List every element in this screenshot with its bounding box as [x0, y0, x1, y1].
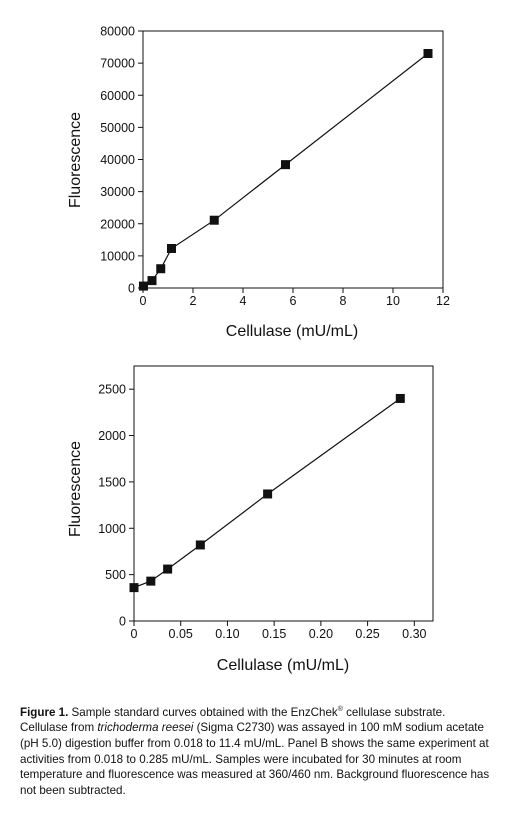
chart-b-data-point [263, 489, 273, 499]
chart-a-ytick-label: 40000 [100, 153, 135, 167]
chart-a-ylabel: Fluorescence [67, 112, 84, 208]
chart-b-xtick-label: 0.25 [355, 627, 379, 641]
chart-panel-b: 0 0.05 0.10 0.15 0.20 0.25 0.30 0 500 1000 1500 200… [67, 365, 434, 674]
chart-panel-a: 0 2 4 6 8 10 12 0 10000 20000 30000 40000 50000 60000… [67, 25, 450, 341]
species-name: trichoderma reesei [97, 721, 194, 735]
chart-b-xtick-label: 0.30 [402, 627, 426, 641]
chart-b-xtick-label: 0.10 [215, 627, 239, 641]
chart-a-data-point [147, 276, 157, 286]
chart-a-xtick-label: 2 [190, 294, 197, 308]
chart-a-data-point [423, 48, 433, 58]
chart-a-xlabel: Cellulase (mU/mL) [226, 323, 358, 340]
chart-a-ytick-label: 50000 [100, 121, 135, 135]
chart-a-ytick-label: 80000 [100, 25, 135, 39]
chart-a-ytick-label: 60000 [100, 89, 135, 103]
registered-mark: ® [337, 706, 343, 713]
chart-a-ytick-label: 0 [128, 282, 135, 296]
chart-a-data-point [281, 160, 290, 170]
chart-b-xtick-label: 0.20 [309, 627, 333, 641]
chart-b-ytick-label: 0 [119, 615, 126, 629]
caption-text-3: (Sigma C2730) was assayed in 100 mM sodi… [20, 721, 490, 797]
chart-b-ytick-label: 2000 [98, 429, 126, 443]
chart-a-xtick-label: 4 [240, 294, 247, 308]
chart-b-xtick-label: 0.15 [262, 627, 286, 641]
chart-a-ytick-label: 10000 [100, 249, 135, 263]
chart-a-xtick-label: 0 [140, 294, 147, 308]
chart-a-data-point [209, 215, 219, 225]
chart-b-data-point [163, 564, 173, 574]
chart-a-data-point [167, 243, 176, 253]
chart-b-data-point [146, 576, 156, 586]
chart-b-plot: 0 0.05 0.10 0.15 0.20 0.25 0.30 0 500 1000 1500 200… [98, 365, 434, 641]
chart-a-plot: 0 2 4 6 8 10 12 0 10000 20000 30000 40000 50000 60000… [100, 25, 450, 309]
chart-a-data-point [156, 264, 166, 274]
chart-b-ylabel: Fluorescence [67, 441, 84, 537]
chart-b-xtick-label: 0.05 [169, 627, 193, 641]
chart-a-xtick-label: 8 [340, 294, 347, 308]
chart-b-ytick-label: 1000 [98, 522, 126, 536]
chart-a-series-line [143, 53, 429, 287]
chart-a-xtick-label: 6 [290, 294, 297, 308]
chart-a-ytick-label: 20000 [100, 217, 135, 231]
figure-caption: Figure 1. Sample standard curves obtaine… [20, 702, 492, 798]
chart-b-plot-frame [133, 365, 434, 622]
chart-a-xtick-label: 12 [436, 294, 450, 308]
chart-b-ytick-label: 500 [105, 568, 126, 582]
chart-a-ytick-label: 70000 [100, 57, 135, 71]
chart-b-ytick-label: 1500 [98, 475, 126, 489]
chart-b-data-point [395, 393, 405, 403]
chart-a-ytick-label: 30000 [100, 185, 135, 199]
chart-b-data-point [195, 540, 205, 550]
caption-text-1: Sample standard curves obtained with the… [68, 705, 338, 719]
caption-text-2: cellulase substrate. Cellulase from [20, 705, 446, 735]
chart-a-data-point [138, 281, 148, 291]
chart-b-xtick-label: 0 [131, 627, 138, 641]
chart-b-data-point [129, 583, 139, 593]
chart-a-xtick-label: 10 [386, 294, 400, 308]
chart-b-xlabel: Cellulase (mU/mL) [217, 657, 349, 674]
chart-b-ytick-label: 2500 [98, 383, 126, 397]
figure-label: Figure 1. [20, 705, 69, 719]
